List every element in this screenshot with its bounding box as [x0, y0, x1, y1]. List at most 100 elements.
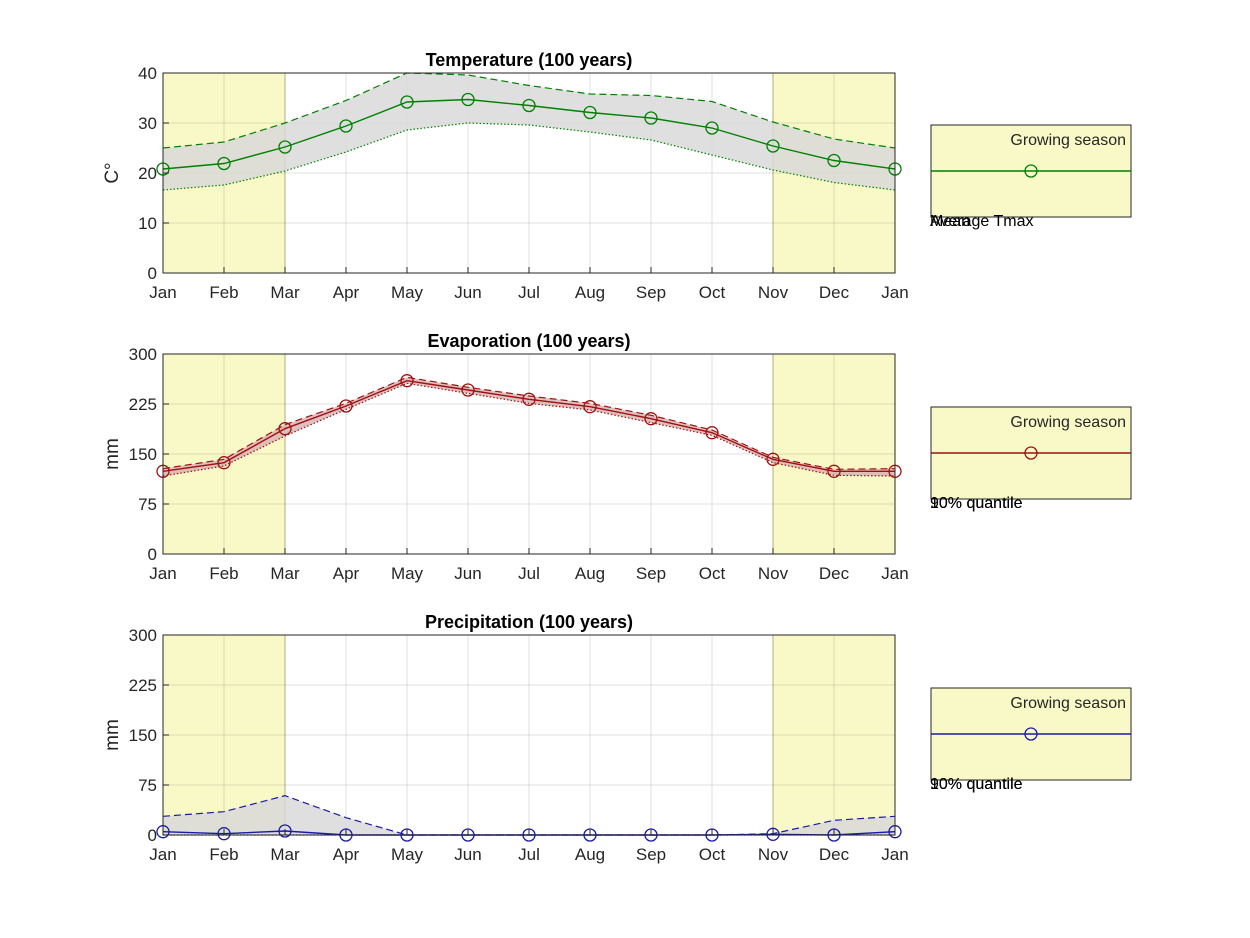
legend-entry: Growing season — [1010, 132, 1126, 149]
y-tick-label: 225 — [129, 676, 157, 695]
x-tick-label: Feb — [209, 845, 238, 864]
data-point — [461, 383, 475, 397]
y-tick-label: 30 — [138, 114, 157, 133]
y-tick-label: 300 — [129, 626, 157, 645]
x-tick-label: Mar — [270, 845, 300, 864]
x-tick-label: Jan — [149, 845, 176, 864]
quantile-band — [163, 795, 895, 835]
x-tick-label: Jan — [149, 283, 176, 302]
x-tick-label: Jan — [881, 283, 908, 302]
x-tick-label: Jun — [454, 283, 481, 302]
y-axis-label: C° — [102, 162, 123, 183]
legend-marker — [1024, 727, 1038, 741]
data-point — [827, 464, 841, 478]
x-tick-label: Nov — [758, 283, 789, 302]
y-tick-label: 75 — [138, 776, 157, 795]
x-tick-label: Oct — [699, 564, 726, 583]
data-point — [705, 426, 719, 440]
x-tick-label: Jan — [881, 845, 908, 864]
series-line-upper — [162, 72, 896, 149]
y-tick-label: 300 — [129, 345, 157, 364]
data-point — [766, 827, 780, 841]
legend-overlap-label: 90% quantile — [930, 776, 1023, 793]
x-tick-label: Jul — [518, 283, 540, 302]
legend-overlap-label: Mean — [930, 213, 970, 230]
y-axis-label: mm — [102, 438, 123, 470]
chart-panel-3: 0 75 150 225 300 Jan Feb Mar Apr May Jun Jul Aug Sep O… — [102, 612, 1132, 864]
legend-marker — [1024, 164, 1038, 178]
legend-entry: Growing season — [1010, 414, 1126, 431]
x-tick-label: Dec — [819, 845, 850, 864]
x-tick-label: Apr — [333, 283, 360, 302]
y-tick-label: 0 — [148, 826, 157, 845]
growing-season-band — [773, 354, 895, 554]
y-tick-label: 225 — [129, 395, 157, 414]
x-tick-label: Jan — [881, 564, 908, 583]
x-tick-label: Dec — [819, 564, 850, 583]
data-point — [339, 119, 353, 133]
x-tick-label: Mar — [270, 283, 300, 302]
data-point — [461, 92, 475, 107]
y-tick-label: 10 — [138, 214, 157, 233]
data-point — [522, 392, 536, 406]
y-tick-label: 75 — [138, 495, 157, 514]
data-point — [766, 452, 780, 466]
data-point — [522, 98, 536, 113]
x-tick-label: Sep — [636, 283, 666, 302]
x-tick-label: Feb — [209, 564, 238, 583]
y-axis-label: mm — [102, 719, 123, 751]
y-tick-label: 20 — [138, 164, 157, 183]
series-line-lower — [162, 382, 896, 477]
data-point — [400, 95, 414, 109]
series-line-lower — [162, 122, 896, 191]
x-tick-label: Jan — [149, 564, 176, 583]
y-tick-label: 150 — [129, 445, 157, 464]
x-tick-label: Jun — [454, 845, 481, 864]
series-line-upper — [162, 376, 896, 470]
y-tick-label: 0 — [148, 264, 157, 283]
x-tick-label: Jul — [518, 845, 540, 864]
series-line-mean — [162, 379, 895, 473]
chart-title: Precipitation (100 years) — [425, 612, 633, 632]
legend-overlap-label: 90% quantile — [930, 495, 1023, 512]
chart-title: Temperature (100 years) — [426, 50, 633, 70]
legend-marker — [1024, 446, 1038, 460]
data-point — [278, 140, 292, 154]
quantile-band — [163, 73, 895, 190]
x-tick-label: Aug — [575, 564, 605, 583]
data-point — [217, 156, 231, 171]
x-tick-label: May — [391, 283, 424, 302]
x-tick-label: Aug — [575, 845, 605, 864]
chart-panel-1: 0 10 20 30 40 Jan Feb Mar Apr May Jun Jul Aug Sep Oct N… — [102, 50, 1132, 302]
data-point — [583, 400, 597, 414]
data-point — [217, 456, 231, 470]
legend-entry: Growing season — [1010, 695, 1126, 712]
x-tick-label: Nov — [758, 564, 789, 583]
data-point — [400, 374, 414, 388]
x-tick-label: Apr — [333, 564, 360, 583]
data-point — [827, 153, 841, 168]
x-tick-label: Oct — [699, 283, 726, 302]
x-tick-label: May — [391, 564, 424, 583]
data-point — [278, 824, 292, 838]
y-tick-label: 0 — [148, 545, 157, 564]
x-tick-label: Apr — [333, 845, 360, 864]
data-point — [705, 121, 719, 135]
x-tick-label: Feb — [209, 283, 238, 302]
growing-season-band — [773, 635, 895, 835]
x-tick-label: Mar — [270, 564, 300, 583]
data-point — [766, 139, 780, 153]
y-tick-label: 40 — [138, 64, 157, 83]
data-point — [644, 111, 658, 125]
data-point — [217, 827, 231, 841]
x-tick-label: Jun — [454, 564, 481, 583]
chart-panel-2: 0 75 150 225 300 Jan Feb Mar Apr May Jun Jul Aug Sep O… — [102, 331, 1132, 583]
x-tick-label: Dec — [819, 283, 850, 302]
x-tick-label: Oct — [699, 845, 726, 864]
y-tick-label: 150 — [129, 726, 157, 745]
legend-overlap-label: 10% quantile — [930, 495, 1023, 512]
